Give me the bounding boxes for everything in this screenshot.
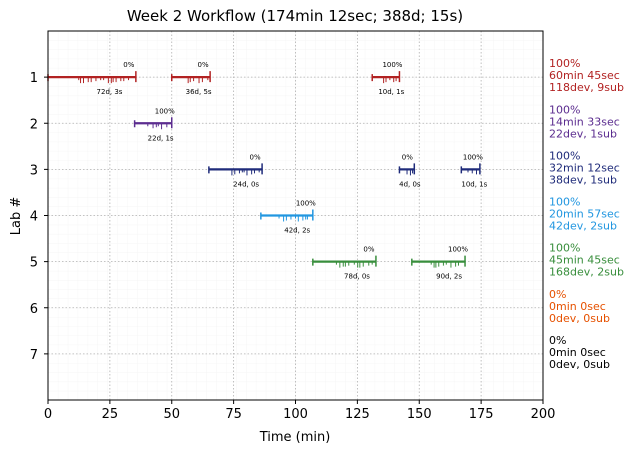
session-percent-label: 100% xyxy=(382,61,402,69)
lab-summary-line: 42dev, 2sub xyxy=(549,220,617,233)
chart-title: Week 2 Workflow (174min 12sec; 388d; 15s… xyxy=(127,7,463,25)
y-tick-label: 4 xyxy=(30,210,38,225)
session-count-label: 78d, 0s xyxy=(344,273,370,281)
session-percent-label: 100% xyxy=(448,246,468,254)
session-count-label: 10d, 1s xyxy=(461,180,487,188)
lab-summary-line: 0% xyxy=(549,288,566,301)
session-bars: 0% 72d, 3s 0% 36d, 5s 100% 10d, 1s 100% 22d, 1s… xyxy=(47,61,488,281)
session-percent-label: 100% xyxy=(296,200,316,208)
session-percent-label: 0% xyxy=(363,246,374,254)
y-tick-label: 2 xyxy=(30,117,38,132)
session-percent-label: 100% xyxy=(155,107,175,115)
lab-summary-line: 22dev, 1sub xyxy=(549,127,617,140)
lab-summary-line: 32min 12sec xyxy=(549,161,620,174)
session-count-label: 24d, 0s xyxy=(233,180,259,188)
lab-summary-line: 20min 57sec xyxy=(549,208,620,221)
lab-summary-line: 60min 45sec xyxy=(549,69,620,82)
lab-summary-line: 168dev, 2sub xyxy=(549,266,624,279)
lab-summary-line: 100% xyxy=(549,149,580,162)
x-tick-label: 75 xyxy=(225,407,242,422)
x-tick-label: 100 xyxy=(283,407,308,422)
x-tick-label: 200 xyxy=(531,407,556,422)
lab-summary-line: 118dev, 9sub xyxy=(549,81,624,94)
lab-summary-line: 14min 33sec xyxy=(549,115,620,128)
session-count-label: 42d, 2s xyxy=(284,227,310,235)
lab-summary-line: 0min 0sec xyxy=(549,346,606,359)
session-count-label: 36d, 5s xyxy=(186,88,212,96)
y-tick-label: 3 xyxy=(30,163,38,178)
lab-summary-line: 100% xyxy=(549,57,580,70)
x-axis-ticks: 0 25 50 75 100 125 150 175 200 xyxy=(44,400,556,422)
x-tick-label: 175 xyxy=(469,407,494,422)
lab-summary-line: 100% xyxy=(549,103,580,116)
lab-summary-line: 38dev, 1sub xyxy=(549,173,617,186)
y-axis-ticks: 1 2 3 4 5 6 7 xyxy=(30,71,48,363)
lab-summary-line: 0% xyxy=(549,334,566,347)
x-tick-label: 25 xyxy=(102,407,119,422)
y-tick-label: 6 xyxy=(30,302,38,317)
lab-summary-line: 0min 0sec xyxy=(549,300,606,313)
x-axis-title: Time (min) xyxy=(259,430,331,445)
session-count-label: 72d, 3s xyxy=(97,88,123,96)
y-tick-label: 1 xyxy=(30,71,38,86)
lab-summary-line: 0dev, 0sub xyxy=(549,312,610,325)
x-tick-label: 50 xyxy=(163,407,180,422)
lab-summary-line: 0dev, 0sub xyxy=(549,358,610,371)
y-tick-label: 7 xyxy=(30,348,38,363)
session-percent-label: 0% xyxy=(123,61,134,69)
y-axis-title: Lab # xyxy=(9,197,24,236)
y-tick-label: 5 xyxy=(30,256,38,271)
lab-summary-line: 100% xyxy=(549,196,580,209)
session-count-label: 10d, 1s xyxy=(378,88,404,96)
session-percent-label: 0% xyxy=(250,153,261,161)
session-percent-label: 0% xyxy=(198,61,209,69)
x-tick-label: 125 xyxy=(345,407,370,422)
session-count-label: 4d, 0s xyxy=(399,180,421,188)
x-tick-label: 150 xyxy=(407,407,432,422)
session-percent-label: 100% xyxy=(463,153,483,161)
lab-summary-line: 45min 45sec xyxy=(549,254,620,267)
session-count-label: 22d, 1s xyxy=(148,134,174,142)
session-count-label: 90d, 2s xyxy=(436,273,462,281)
x-tick-label: 0 xyxy=(44,407,52,422)
session-percent-label: 0% xyxy=(402,153,413,161)
lab-summary-line: 100% xyxy=(549,242,580,255)
